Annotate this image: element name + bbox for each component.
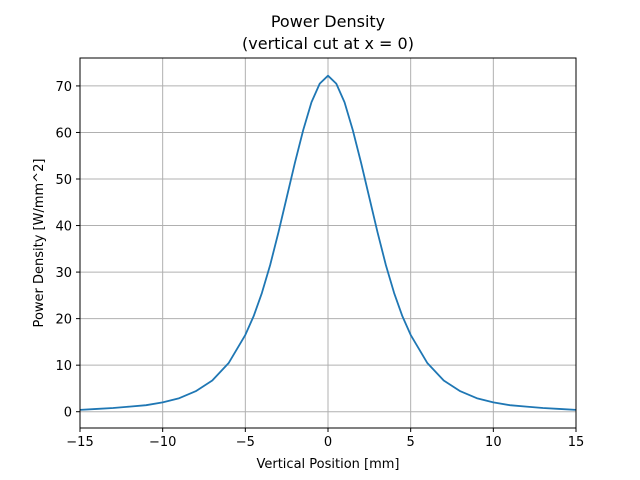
ticks: −15 −10 −5 0 5 10 15 0 10 20 30 40 50 60 70 (55, 80, 584, 450)
chart-subtitle: (vertical cut at x = 0) (242, 34, 414, 53)
chart-title: Power Density (271, 12, 385, 31)
x-tick-label: −10 (149, 435, 176, 450)
y-tick-label: 30 (55, 266, 72, 281)
x-tick-label: 0 (324, 435, 332, 450)
y-tick-label: 20 (55, 313, 72, 328)
series-line (79, 74, 577, 411)
y-axis-label: Power Density [W/mm^2] (32, 159, 47, 328)
y-tick-label: 50 (55, 173, 72, 188)
grid (79, 58, 577, 428)
y-tick-label: 40 (55, 220, 72, 235)
y-tick-label: 10 (55, 359, 72, 374)
y-tick-label: 0 (64, 406, 72, 421)
y-tick-label: 70 (55, 80, 72, 95)
x-tick-label: −15 (66, 435, 93, 450)
x-tick-label: −5 (236, 435, 255, 450)
x-tick-label: 10 (485, 435, 502, 450)
x-tick-label: 15 (568, 435, 585, 450)
x-tick-label: 5 (407, 435, 415, 450)
series-layer (79, 74, 577, 411)
x-axis-label: Vertical Position [mm] (256, 457, 399, 472)
y-tick-label: 60 (55, 126, 72, 141)
